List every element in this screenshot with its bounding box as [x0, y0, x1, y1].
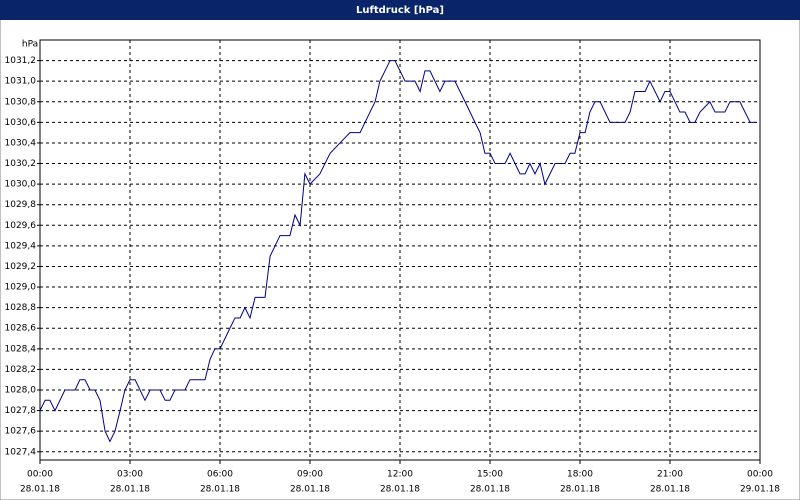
x-tick-label: 00:00 [747, 470, 773, 480]
title-bar [0, 0, 800, 20]
x-tick-label: 09:00 [297, 470, 323, 480]
y-tick-label: 1028,4 [5, 344, 37, 354]
y-tick-label: 1030,0 [5, 180, 37, 190]
x-tick-date: 28.01.18 [20, 485, 60, 495]
y-tick-label: 1029,0 [5, 283, 37, 293]
x-tick-date: 28.01.18 [650, 485, 690, 495]
y-axis-label: hPa [22, 40, 38, 50]
y-tick-label: 1030,4 [5, 138, 37, 148]
y-tick-label: 1029,4 [5, 241, 37, 251]
y-tick-label: 1030,6 [5, 118, 37, 128]
x-tick-date: 28.01.18 [110, 485, 150, 495]
y-tick-label: 1031,0 [5, 77, 37, 87]
y-tick-label: 1030,8 [5, 97, 37, 107]
y-tick-label: 1029,6 [5, 221, 37, 231]
x-tick-label: 18:00 [567, 470, 593, 480]
y-tick-label: 1028,2 [5, 365, 37, 375]
y-tick-label: 1027,6 [5, 427, 37, 437]
y-tick-label: 1028,0 [5, 386, 37, 396]
y-tick-label: 1027,8 [5, 406, 37, 416]
x-tick-label: 03:00 [117, 470, 143, 480]
x-tick-label: 12:00 [387, 470, 413, 480]
y-tick-label: 1028,8 [5, 303, 37, 313]
x-tick-date: 28.01.18 [470, 485, 510, 495]
x-tick-date: 28.01.18 [290, 485, 330, 495]
y-tick-label: 1029,8 [5, 200, 37, 210]
x-tick-label: 06:00 [207, 470, 233, 480]
data-line [39, 60, 757, 443]
y-tick-label: 1031,2 [5, 56, 37, 66]
x-tick-date: 28.01.18 [380, 485, 420, 495]
x-tick-date: 28.01.18 [560, 485, 600, 495]
y-tick-label: 1029,2 [5, 262, 37, 272]
chart-title: Luftdruck [hPa] [356, 5, 444, 16]
x-tick-date: 28.01.18 [200, 485, 240, 495]
x-tick-label: 00:00 [27, 470, 53, 480]
y-tick-label: 1030,2 [5, 159, 37, 169]
x-tick-date: 29.01.18 [740, 485, 780, 495]
y-tick-label: 1028,6 [5, 324, 37, 334]
x-tick-label: 15:00 [477, 470, 503, 480]
x-tick-label: 21:00 [657, 470, 683, 480]
y-tick-label: 1027,4 [5, 447, 37, 457]
